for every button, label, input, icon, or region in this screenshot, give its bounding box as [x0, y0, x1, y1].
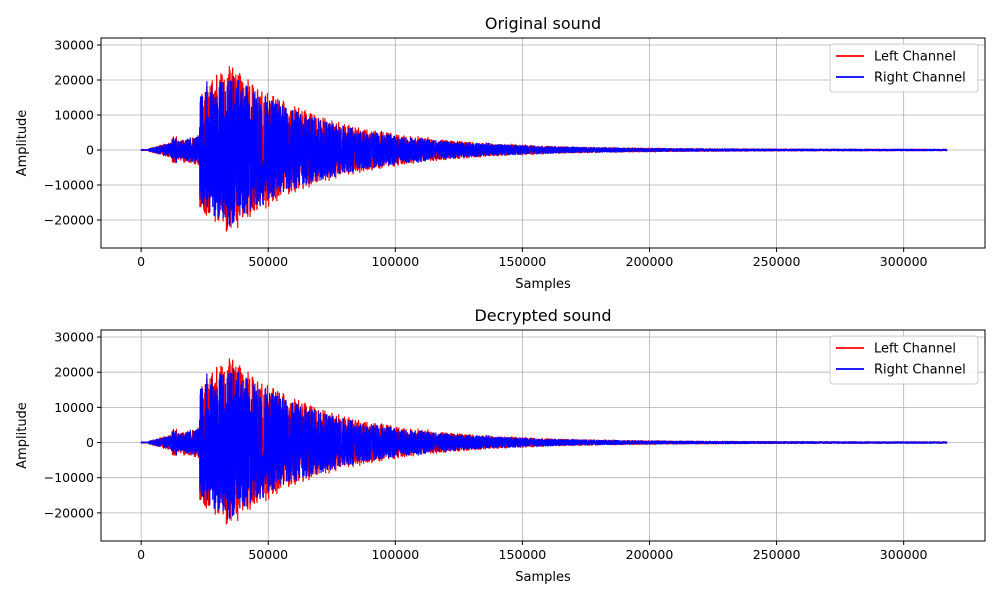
chart-title: Original sound — [485, 14, 601, 33]
chart-title: Decrypted sound — [474, 306, 611, 325]
legend-box — [829, 43, 979, 93]
x-tick-label: 250000 — [753, 547, 801, 562]
x-axis-label: Samples — [515, 277, 571, 292]
plot-frame — [100, 37, 986, 249]
x-tick-label: 50000 — [248, 547, 288, 562]
y-tick-label: −20000 — [44, 505, 94, 520]
y-tick-label: 10000 — [54, 400, 94, 415]
y-tick-label: −10000 — [44, 470, 94, 485]
legend-box — [829, 335, 979, 385]
legend-entry-label: Right Channel — [874, 71, 966, 86]
y-tick-label: 10000 — [54, 108, 94, 123]
y-tick-label: −20000 — [44, 213, 94, 228]
plot-frame — [100, 329, 986, 542]
x-tick-label: 100000 — [371, 254, 419, 269]
y-tick-label: −10000 — [44, 178, 94, 193]
x-tick-label: 200000 — [626, 254, 674, 269]
y-tick-label: 30000 — [54, 38, 94, 53]
legend-entry-label: Left Channel — [874, 50, 956, 65]
x-tick-label: 150000 — [499, 254, 547, 269]
legend: Left Channel Right Channel — [829, 335, 979, 385]
y-tick-label: 30000 — [54, 330, 94, 345]
y-tick-label: 20000 — [54, 365, 94, 380]
x-tick-label: 50000 — [248, 254, 288, 269]
x-tick-label: 100000 — [371, 547, 419, 562]
x-tick-label: 250000 — [753, 254, 801, 269]
x-tick-label: 0 — [137, 547, 145, 562]
x-tick-label: 0 — [137, 254, 145, 269]
y-axis-label: Amplitude — [15, 110, 30, 177]
y-tick-label: 20000 — [54, 73, 94, 88]
y-tick-label: 0 — [86, 143, 94, 158]
legend: Left Channel Right Channel — [829, 43, 979, 93]
x-tick-label: 200000 — [626, 547, 674, 562]
subplot-2: 0 50000 100000 150000 200000 250000 300000−200… — [15, 306, 986, 585]
x-tick-label: 300000 — [880, 547, 928, 562]
series-line-right-channel — [140, 75, 948, 227]
legend-entry-label: Left Channel — [874, 342, 956, 357]
legend-entry-label: Right Channel — [874, 363, 966, 378]
x-tick-label: 150000 — [499, 547, 547, 562]
series-line-right-channel — [140, 368, 948, 520]
subplot-1: 0 50000 100000 150000 200000 250000 300000−200… — [15, 14, 986, 292]
y-tick-label: 0 — [86, 435, 94, 450]
x-axis-label: Samples — [515, 570, 571, 585]
x-tick-label: 300000 — [880, 254, 928, 269]
y-axis-label: Amplitude — [15, 402, 30, 469]
